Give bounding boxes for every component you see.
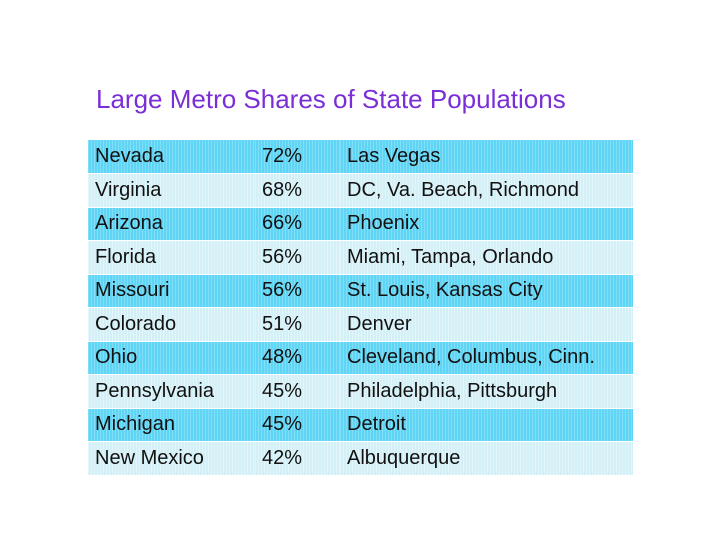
table-row: Florida 56% Miami, Tampa, Orlando (88, 240, 633, 275)
metro-cell: Las Vegas (340, 140, 633, 174)
table-row: Missouri 56% St. Louis, Kansas City (88, 274, 633, 308)
share-cell: 56% (255, 274, 340, 308)
table-row: Michigan 45% Detroit (88, 408, 633, 442)
metro-cell: Cleveland, Columbus, Cinn. (340, 341, 633, 375)
metro-cell: Denver (340, 307, 633, 342)
state-cell: Missouri (88, 274, 255, 308)
metro-cell: Detroit (340, 408, 633, 442)
share-cell: 66% (255, 207, 340, 241)
table-row: New Mexico 42% Albuquerque (88, 441, 633, 476)
metro-cell: Philadelphia, Pittsburgh (340, 374, 633, 409)
share-cell: 72% (255, 140, 340, 174)
state-cell: Michigan (88, 408, 255, 442)
share-cell: 45% (255, 408, 340, 442)
state-cell: Nevada (88, 140, 255, 174)
state-cell: Ohio (88, 341, 255, 375)
state-cell: Pennsylvania (88, 374, 255, 409)
metro-cell: St. Louis, Kansas City (340, 274, 633, 308)
metro-cell: Albuquerque (340, 441, 633, 476)
share-cell: 68% (255, 173, 340, 208)
metro-cell: Phoenix (340, 207, 633, 241)
table-row: Nevada 72% Las Vegas (88, 140, 633, 174)
state-cell: Colorado (88, 307, 255, 342)
table-row: Colorado 51% Denver (88, 307, 633, 342)
table-row: Pennsylvania 45% Philadelphia, Pittsburg… (88, 374, 633, 409)
state-cell: Florida (88, 240, 255, 275)
table-row: Virginia 68% DC, Va. Beach, Richmond (88, 173, 633, 208)
share-cell: 42% (255, 441, 340, 476)
table-row: Ohio 48% Cleveland, Columbus, Cinn. (88, 341, 633, 375)
share-cell: 56% (255, 240, 340, 275)
metro-cell: Miami, Tampa, Orlando (340, 240, 633, 275)
slide-title: Large Metro Shares of State Populations (96, 84, 566, 114)
share-cell: 45% (255, 374, 340, 409)
metro-share-table: Nevada 72% Las Vegas Virginia 68% DC, Va… (88, 140, 633, 476)
metro-cell: DC, Va. Beach, Richmond (340, 173, 633, 208)
share-cell: 51% (255, 307, 340, 342)
table-row: Arizona 66% Phoenix (88, 207, 633, 241)
state-cell: New Mexico (88, 441, 255, 476)
state-cell: Virginia (88, 173, 255, 208)
state-cell: Arizona (88, 207, 255, 241)
share-cell: 48% (255, 341, 340, 375)
